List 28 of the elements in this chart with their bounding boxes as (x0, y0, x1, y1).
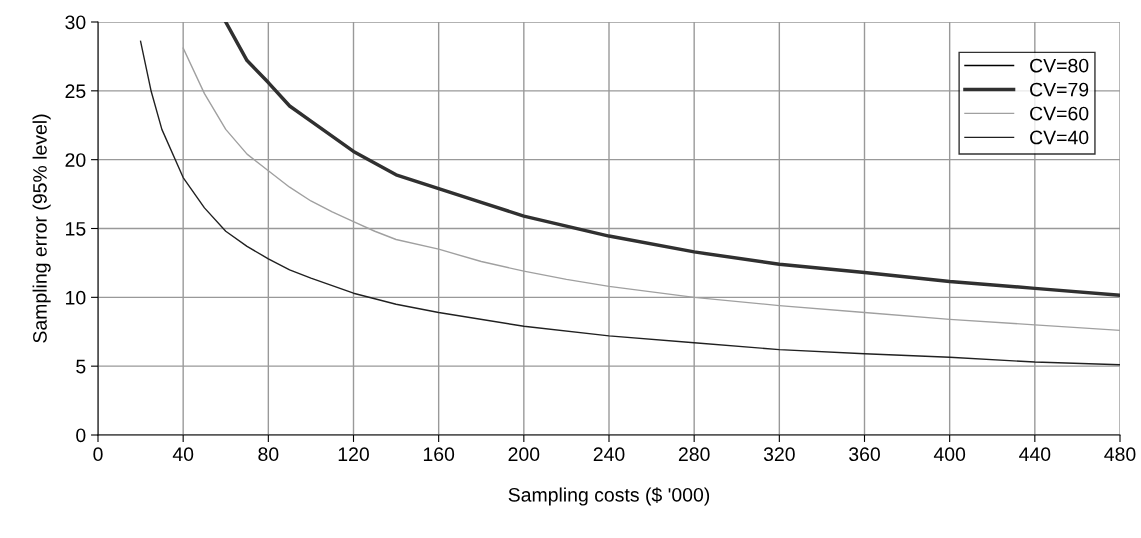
x-tick-label: 240 (593, 447, 625, 462)
y-tick-label: 5 (76, 359, 86, 374)
x-tick-label: 200 (508, 447, 540, 462)
line-series (224, 22, 1120, 298)
x-tick-label: 440 (1019, 447, 1051, 462)
y-tick-label: 30 (65, 15, 86, 30)
legend-label: CV=80 (1030, 58, 1089, 73)
y-axis-title: Sampling error (95% level) (32, 114, 51, 343)
y-tick-label: 10 (66, 290, 86, 305)
y-tick-label: 25 (65, 84, 86, 99)
legend-label: CV=40 (1030, 130, 1089, 145)
x-tick-label: 0 (93, 447, 103, 462)
line-series (139, 40, 1120, 366)
x-axis-title: Sampling costs ($ '000) (508, 487, 710, 506)
y-tick-label: 0 (76, 428, 86, 443)
x-tick-label: 120 (338, 447, 369, 462)
legend-label: CV=79 (1030, 82, 1089, 97)
x-tick-label: 160 (423, 447, 455, 462)
x-tick-label: 80 (258, 447, 279, 462)
x-tick-label: 400 (933, 447, 966, 462)
x-tick-label: 480 (1104, 447, 1136, 462)
x-tick-label: 280 (678, 447, 710, 462)
x-tick-label: 360 (849, 447, 880, 462)
legend-label: CV=60 (1030, 106, 1089, 121)
x-tick-label: 320 (763, 447, 795, 462)
x-tick-label: 40 (172, 447, 194, 462)
y-tick-label: 20 (65, 153, 86, 167)
y-tick-label: 15 (66, 222, 86, 236)
